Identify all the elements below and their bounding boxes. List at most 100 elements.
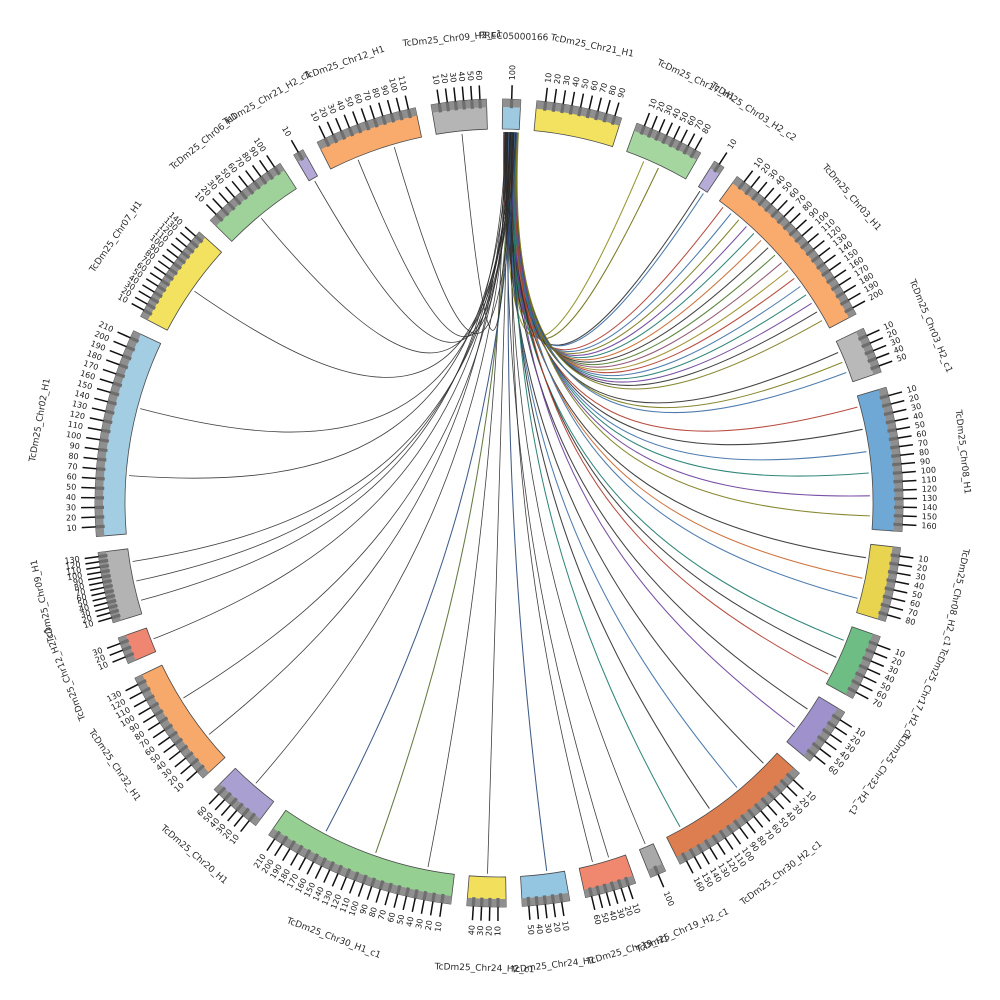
tick — [859, 683, 873, 692]
tick-label: 130 — [922, 494, 937, 503]
tick — [335, 117, 342, 132]
axis-notch — [682, 145, 690, 155]
tick — [93, 601, 108, 607]
link-curve — [511, 132, 789, 371]
tick — [453, 87, 457, 102]
chromosome-arc-TcDm25_Chr30_H2_c1 — [666, 752, 800, 865]
axis-notch — [680, 852, 688, 862]
tick — [82, 466, 97, 470]
tick — [86, 436, 101, 441]
tick — [760, 810, 771, 822]
tick — [838, 276, 852, 286]
tick — [81, 476, 96, 480]
tick-label: 90 — [379, 84, 390, 96]
axis-notch — [711, 834, 719, 844]
tick — [614, 102, 620, 117]
link-curve — [128, 132, 509, 479]
tick-label: 50 — [66, 482, 77, 491]
tick — [544, 87, 549, 102]
tick-label: 40 — [334, 99, 346, 112]
tick — [147, 721, 161, 731]
axis-notch — [753, 802, 762, 812]
axis-notch — [172, 262, 182, 270]
tick — [897, 435, 912, 439]
tick-label: 120 — [922, 484, 938, 494]
axis-notch — [107, 400, 117, 406]
axis-notch — [413, 889, 419, 899]
tick-label: 50 — [526, 924, 536, 935]
tick-label: 10 — [82, 619, 94, 631]
axis-notch — [760, 797, 769, 806]
axis-notch — [887, 569, 898, 575]
axis-notch — [239, 191, 249, 201]
tick — [461, 86, 465, 101]
tick-label: 150 — [922, 512, 938, 521]
tick-label: 40 — [912, 411, 924, 422]
tick-label: 60 — [686, 114, 699, 127]
tick — [386, 99, 392, 114]
axis-notch — [884, 586, 894, 592]
tick — [839, 719, 853, 728]
tick-label: 70 — [74, 587, 86, 598]
axis-notch — [372, 118, 379, 128]
axis-notch — [865, 648, 875, 655]
tick — [170, 242, 183, 253]
axis-notch — [744, 186, 753, 196]
axis-notch — [542, 895, 547, 905]
axis-notch — [861, 655, 872, 663]
axis-notch — [595, 885, 601, 895]
axis-notch — [602, 883, 608, 893]
tick-label: 40 — [883, 673, 896, 685]
tick-label: 80 — [68, 451, 79, 461]
tick-label: 100 — [387, 77, 399, 94]
tick — [560, 901, 565, 917]
axis-notch — [526, 896, 531, 907]
tick-label: 10 — [647, 97, 659, 110]
link-curve — [507, 132, 548, 871]
tick — [588, 95, 594, 110]
axis-notch — [99, 563, 110, 569]
tick-label: 50 — [465, 70, 475, 81]
axis-notch — [870, 364, 880, 371]
tick — [757, 181, 768, 194]
axis-strip — [210, 163, 285, 226]
tick-label: 10 — [906, 384, 918, 395]
axis-notch — [616, 879, 623, 889]
tick — [620, 887, 627, 902]
axis-notch — [389, 113, 396, 123]
tick — [109, 649, 124, 656]
tick — [743, 170, 754, 183]
axis-notch — [888, 436, 899, 442]
axis-notch — [233, 196, 242, 206]
tick — [889, 605, 904, 611]
tick — [331, 873, 339, 887]
tick — [739, 827, 749, 840]
axis-notch — [304, 849, 312, 859]
tick-label: 90 — [920, 457, 931, 467]
tick-label: 20 — [439, 73, 449, 84]
tick — [282, 848, 291, 862]
axis-notch — [821, 269, 831, 277]
tick — [571, 91, 576, 106]
axis-notch — [689, 149, 697, 159]
tick-label: 80 — [904, 616, 916, 627]
axis-notch — [353, 871, 360, 881]
tick-label: 20 — [623, 905, 635, 917]
tick-label: 30 — [476, 925, 485, 936]
axis-strip — [878, 387, 904, 532]
tick — [99, 378, 114, 384]
segment-label: TcDm25_Chr07_H1 — [88, 199, 145, 275]
tick-label: 120 — [69, 409, 86, 421]
axis-notch — [159, 716, 169, 724]
tick — [824, 740, 837, 751]
axis-notch — [98, 553, 108, 559]
tick — [357, 883, 364, 897]
tick — [898, 563, 913, 568]
axis-notch — [858, 663, 869, 671]
axis-notch — [122, 354, 132, 361]
link-curve — [461, 132, 512, 331]
tick-label: 30 — [543, 923, 553, 934]
tick — [709, 847, 718, 860]
tick — [673, 125, 681, 140]
segment-label: TcDm25_Chr02_H1 — [28, 378, 53, 464]
